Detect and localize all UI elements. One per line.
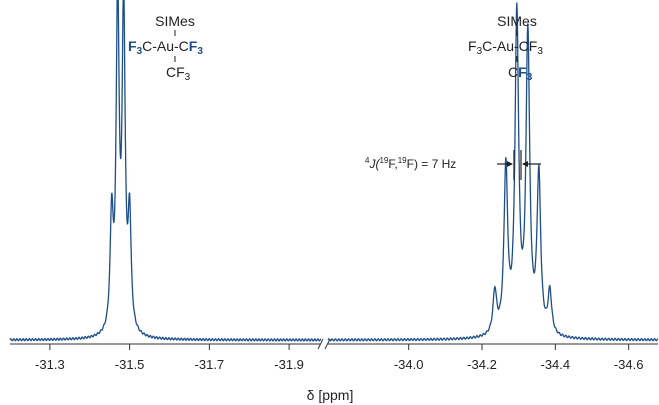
- axis-break-marker: [317, 338, 331, 350]
- x-tick-label-p0-2: -31.7: [195, 357, 225, 372]
- x-tick-label-p0-3: -31.9: [274, 357, 304, 372]
- x-tick-label-p1-2: -34.4: [541, 357, 571, 372]
- coupling-arrowhead-left: [507, 161, 513, 167]
- structure-left: SIMes F3C-Au-CF3 CF3: [128, 13, 203, 83]
- structure-left-top: SIMes: [155, 13, 195, 29]
- peak-p1-0: [494, 297, 495, 298]
- structure-right-top: SIMes: [497, 13, 537, 29]
- structure-left-middle: F3C-Au-CF3: [128, 38, 203, 57]
- x-axis: [10, 338, 658, 350]
- structure-right-bottom: CF3: [508, 64, 533, 83]
- structure-right-middle: F3C-Au-CF3: [468, 38, 543, 57]
- x-tick-label-p1-3: -34.6: [614, 357, 644, 372]
- coupling-annotation: 4J(19F,19F) = 7 Hz: [365, 150, 541, 180]
- coupling-label: 4J(19F,19F) = 7 Hz: [365, 156, 456, 171]
- structure-left-bottom: CF3: [166, 64, 191, 83]
- x-axis-tick-labels: -31.3 -31.5 -31.7 -31.9 -34.0 -34.2 -34.4 -34.6: [35, 357, 643, 372]
- structure-right: SIMes F3C-Au-CF3 CF3: [468, 13, 543, 83]
- peak-p1-5: [549, 297, 550, 298]
- spectrum-trace-0: [9, 0, 322, 342]
- x-tick-label-p1-0: -34.0: [394, 357, 424, 372]
- structure-left-highlight-sub: 3: [137, 46, 143, 57]
- spectrum-traces: [9, 0, 659, 342]
- coupling-arrowhead-right: [522, 161, 528, 167]
- structure-left-mid-text: C-Au-C: [142, 38, 189, 54]
- structure-left-highlight-f: F: [128, 38, 137, 54]
- x-axis-title: δ [ppm]: [307, 387, 354, 403]
- x-tick-label-p1-1: -34.2: [467, 357, 497, 372]
- structure-left-highlight-sub2: 3: [197, 46, 203, 57]
- peak-p0-0: [111, 227, 112, 228]
- x-axis-ticks: [49, 344, 630, 350]
- spectrum-trace-1: [327, 2, 659, 342]
- x-tick-label-p0-0: -31.3: [35, 357, 65, 372]
- structure-left-highlight-f2: F: [189, 38, 198, 54]
- x-tick-label-p0-1: -31.5: [115, 357, 145, 372]
